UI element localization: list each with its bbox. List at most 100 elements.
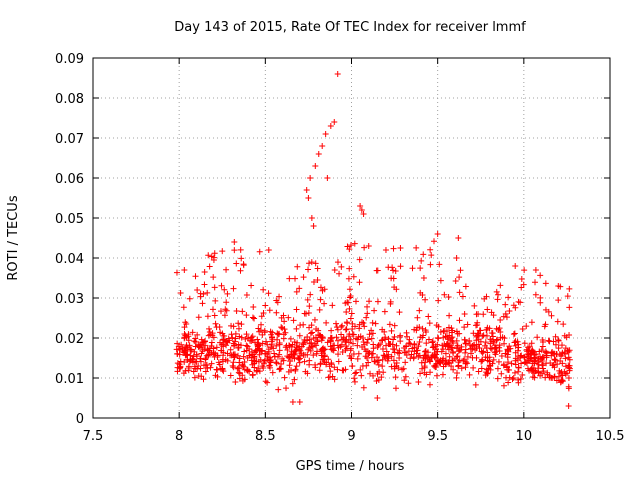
- data-point: [194, 331, 201, 338]
- data-point: [379, 345, 386, 352]
- data-point: [253, 367, 260, 374]
- data-point: [523, 323, 530, 330]
- data-point: [437, 277, 444, 284]
- data-point: [434, 334, 441, 341]
- data-point: [514, 338, 521, 345]
- data-point: [235, 344, 242, 351]
- data-point: [495, 291, 502, 298]
- data-point: [512, 349, 519, 356]
- data-point: [462, 283, 469, 290]
- data-point: [454, 353, 461, 360]
- data-point: [510, 375, 517, 382]
- data-point: [390, 336, 397, 343]
- data-point: [517, 375, 524, 382]
- data-point: [419, 325, 426, 332]
- data-point: [281, 374, 288, 381]
- data-point: [309, 343, 316, 350]
- data-point: [358, 207, 365, 213]
- data-point: [311, 340, 318, 347]
- data-point: [263, 338, 270, 345]
- data-point: [564, 293, 571, 300]
- data-point: [230, 340, 237, 347]
- data-point: [303, 310, 310, 317]
- data-point: [351, 240, 358, 247]
- data-point: [424, 349, 431, 356]
- data-point: [486, 325, 493, 332]
- data-point: [342, 326, 349, 333]
- data-point: [500, 382, 507, 389]
- data-point: [180, 304, 187, 311]
- data-point: [518, 360, 525, 367]
- data-point: [235, 369, 242, 376]
- data-point: [203, 352, 210, 359]
- data-point: [559, 360, 566, 367]
- data-point: [475, 330, 482, 337]
- data-point: [531, 351, 538, 358]
- data-point: [540, 368, 547, 375]
- data-point: [476, 344, 483, 351]
- data-point: [390, 267, 397, 274]
- data-point: [394, 349, 401, 356]
- data-point: [534, 334, 541, 341]
- data-point: [249, 333, 256, 340]
- data-point: [453, 353, 460, 360]
- data-point: [467, 350, 474, 357]
- data-point: [358, 372, 365, 379]
- data-point: [466, 371, 473, 378]
- data-point: [558, 369, 565, 376]
- data-point: [464, 321, 471, 328]
- data-point: [210, 274, 217, 281]
- data-point: [462, 364, 469, 371]
- data-point: [294, 339, 301, 346]
- data-point: [335, 351, 342, 358]
- data-point: [426, 320, 433, 327]
- data-point: [472, 381, 479, 388]
- data-point: [308, 339, 315, 346]
- data-point: [346, 246, 353, 253]
- data-point: [565, 403, 572, 409]
- data-point: [378, 374, 385, 381]
- data-point: [542, 374, 549, 381]
- data-point: [224, 290, 231, 297]
- data-point: [328, 359, 335, 366]
- data-point: [232, 379, 239, 386]
- data-point: [321, 359, 328, 366]
- data-point: [186, 295, 193, 302]
- data-point: [520, 281, 527, 288]
- data-point: [449, 338, 456, 345]
- data-point: [327, 334, 334, 341]
- data-point: [387, 298, 394, 305]
- data-point: [304, 296, 311, 303]
- data-point: [505, 379, 512, 386]
- data-point: [364, 303, 371, 310]
- data-point: [486, 362, 493, 369]
- data-point: [219, 366, 226, 373]
- data-point: [354, 355, 361, 362]
- data-point: [238, 334, 245, 341]
- data-point: [276, 365, 283, 372]
- data-point: [334, 326, 341, 333]
- data-point: [300, 274, 307, 281]
- data-point: [230, 359, 237, 366]
- data-point: [546, 372, 553, 379]
- data-point: [246, 352, 253, 359]
- data-point: [319, 143, 326, 149]
- data-point: [531, 374, 538, 381]
- data-point: [559, 342, 566, 349]
- data-point: [552, 333, 559, 340]
- data-point: [502, 310, 509, 317]
- data-point: [428, 252, 435, 259]
- data-point: [475, 368, 482, 375]
- data-point: [196, 343, 203, 350]
- x-tick-label: 9: [347, 429, 355, 444]
- data-point: [223, 299, 230, 306]
- data-point: [285, 314, 292, 321]
- data-point: [289, 399, 296, 405]
- data-point: [278, 360, 285, 367]
- data-point: [385, 335, 392, 342]
- data-point: [566, 332, 573, 339]
- data-point: [379, 363, 386, 370]
- data-point: [478, 358, 485, 365]
- data-point: [493, 348, 500, 355]
